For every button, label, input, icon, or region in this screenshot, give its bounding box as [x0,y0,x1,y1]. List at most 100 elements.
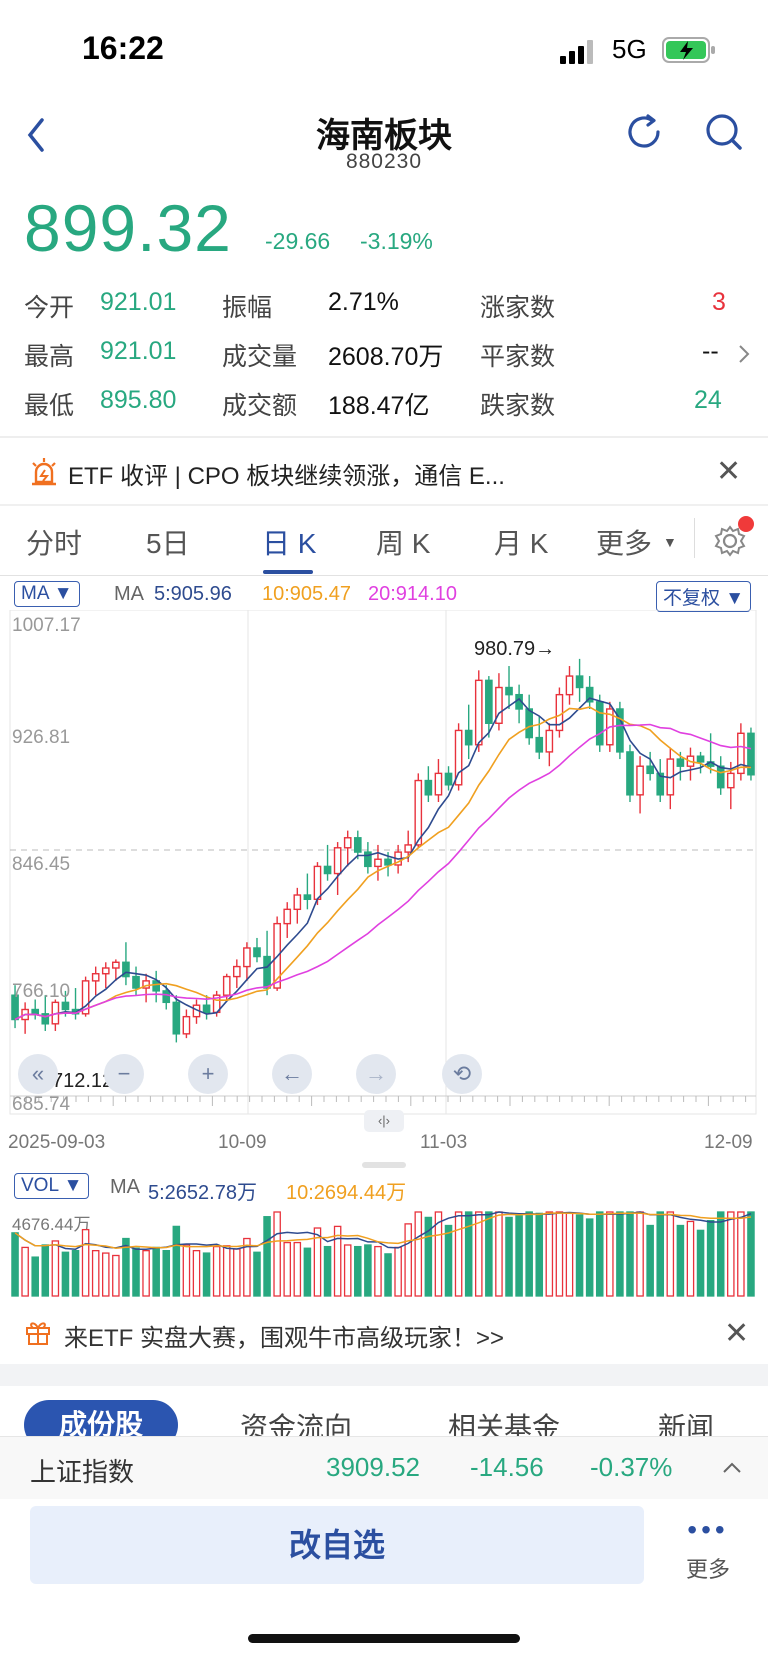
divider [0,436,768,438]
vol-ma-prefix: MA [110,1176,140,1198]
volume-bar [243,1237,251,1297]
volume-bar [555,1211,564,1297]
news-notice[interactable] [0,442,768,502]
search-icon[interactable] [704,112,744,152]
arrow-right-icon[interactable]: → [356,1054,396,1094]
volume-bar [495,1211,503,1297]
stat-value-volume: 2608.70万 [328,343,444,371]
volume-bar [565,1212,574,1297]
volume-chart[interactable] [0,1200,768,1300]
x-tick-label: 2025-09-03 [8,1132,106,1153]
kline-chart[interactable] [0,610,768,1130]
stat-value-open: 921.01 [100,288,177,316]
volume-bar [101,1252,110,1297]
collapse-left-icon[interactable]: « [18,1054,58,1094]
more-button[interactable]: ••• 更多 [664,1516,752,1584]
y-tick-label: 1007.17 [12,615,81,636]
notice-text[interactable]: ETF 收评 | CPO 板块继续领涨，通信 E... [68,463,505,490]
candle-body [424,779,433,796]
back-icon[interactable] [18,110,58,160]
volume-bar [303,1247,312,1297]
indicator-select-ma[interactable]: MA ▼ [14,581,80,607]
promo-text[interactable]: 来ETF 实盘大赛，围观牛市高级玩家！>> [64,1325,505,1352]
price-change-pct: -3.19% [360,228,433,254]
price-change: -29.66 [265,228,331,254]
chevron-right-icon[interactable] [736,342,752,366]
resize-handle[interactable] [362,1162,406,1168]
candle-body [243,947,251,968]
stat-label-flat-count: 平家数 [480,343,556,371]
volume-bar [444,1224,453,1297]
tab-weekly-k[interactable]: 周 K [376,528,431,559]
network-label: 5G [612,34,647,64]
candle-body [525,708,534,739]
zoom-out-icon[interactable]: − [104,1054,144,1094]
tab-5day[interactable]: 5日 [146,528,190,559]
arrow-left-icon[interactable]: ← [272,1054,312,1094]
volume-bar [706,1219,715,1297]
candle-body [485,679,493,724]
y-tick-label: 766.10 [12,981,71,1002]
restore-icon[interactable]: ⟲ [442,1054,482,1094]
status-time: 16:22 [82,30,164,66]
status-bar: 16:22 5G [0,0,768,100]
index-bar[interactable] [0,1436,768,1499]
volume-bar [293,1241,302,1297]
candle-body [495,686,503,724]
stat-value-down-count: 24 [694,386,722,414]
candle-body [616,708,624,753]
vol-ma10-legend: 10:2694.44万 [286,1182,407,1204]
candle-body [172,1001,181,1035]
caret-down-icon[interactable]: ▼ [663,534,677,550]
adjust-select[interactable]: 不复权 ▼ [656,581,752,612]
candle-body [293,894,302,911]
stat-label-open: 今开 [24,294,75,322]
tab-daily-k[interactable]: 日 K [262,528,317,559]
candle-body [162,990,171,1004]
volume-bar [414,1211,423,1297]
candle-body [585,686,594,703]
tab-intraday[interactable]: 分时 [26,528,83,559]
candle-body [283,908,292,925]
volume-bar [636,1211,644,1297]
close-icon[interactable]: ✕ [716,455,742,488]
adjust-label: 不复权 [663,588,721,609]
drag-handle[interactable]: ‹|› [364,1110,404,1132]
tab-more[interactable]: 更多 [596,528,653,559]
volume-bar [686,1220,695,1297]
volume-bar [545,1211,554,1297]
zoom-in-icon[interactable]: + [188,1054,228,1094]
y-tick-label: 846.45 [12,854,71,875]
candle-body [343,837,352,849]
volume-bar [323,1245,332,1297]
volume-bar [11,1232,19,1297]
candle-body [323,865,332,875]
stat-label-down-count: 跌家数 [480,392,556,420]
volume-bar [666,1211,675,1297]
volume-bar [202,1252,211,1297]
indicator-select-vol[interactable]: VOL ▼ [14,1173,90,1199]
promo-banner[interactable] [0,1302,768,1364]
volume-bar [727,1211,735,1297]
volume-bar [51,1240,60,1297]
stat-value-amplitude: 2.71% [328,288,399,316]
volume-bar [485,1211,493,1297]
volume-bar [394,1246,402,1297]
ma-prefix: MA [114,583,144,605]
candle-body [152,980,161,992]
close-icon[interactable]: ✕ [724,1317,750,1350]
vol-ma5-legend: 5:2652.78万 [148,1182,257,1204]
volume-bar [676,1224,685,1297]
candle-body [656,772,665,796]
candle-body [112,961,120,969]
volume-bar [424,1216,433,1297]
tab-monthly-k[interactable]: 月 K [494,528,549,559]
edit-watchlist-button[interactable]: 改自选 [30,1506,644,1584]
candle-body [454,729,463,786]
refresh-icon[interactable] [624,112,664,152]
high-marker: 980.79→ [474,638,556,660]
volume-bar [343,1244,352,1297]
y-tick-label: 685.74 [12,1094,71,1115]
chevron-up-icon[interactable] [720,1458,744,1478]
gear-icon[interactable] [713,524,747,558]
